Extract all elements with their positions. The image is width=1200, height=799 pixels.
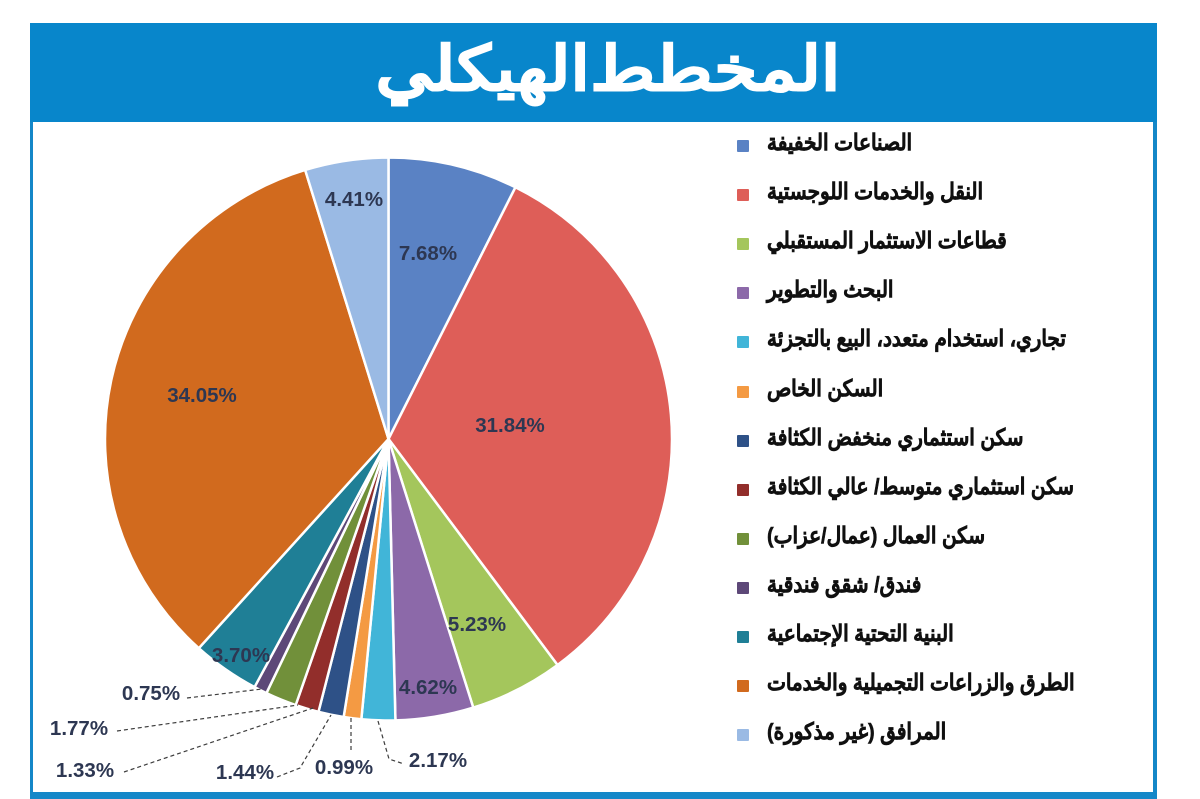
- svg-text:5.23%: 5.23%: [448, 613, 506, 636]
- svg-text:34.05%: 34.05%: [167, 384, 237, 407]
- svg-text:4.62%: 4.62%: [399, 676, 457, 699]
- svg-text:0.99%: 0.99%: [315, 756, 373, 779]
- svg-text:4.41%: 4.41%: [325, 188, 383, 211]
- svg-text:1.44%: 1.44%: [216, 761, 274, 784]
- svg-text:1.77%: 1.77%: [50, 717, 108, 740]
- svg-text:3.70%: 3.70%: [212, 644, 270, 667]
- svg-text:2.17%: 2.17%: [409, 749, 467, 772]
- svg-text:7.68%: 7.68%: [399, 242, 457, 265]
- svg-text:0.75%: 0.75%: [122, 682, 180, 705]
- svg-text:31.84%: 31.84%: [475, 414, 545, 437]
- svg-text:1.33%: 1.33%: [56, 759, 114, 782]
